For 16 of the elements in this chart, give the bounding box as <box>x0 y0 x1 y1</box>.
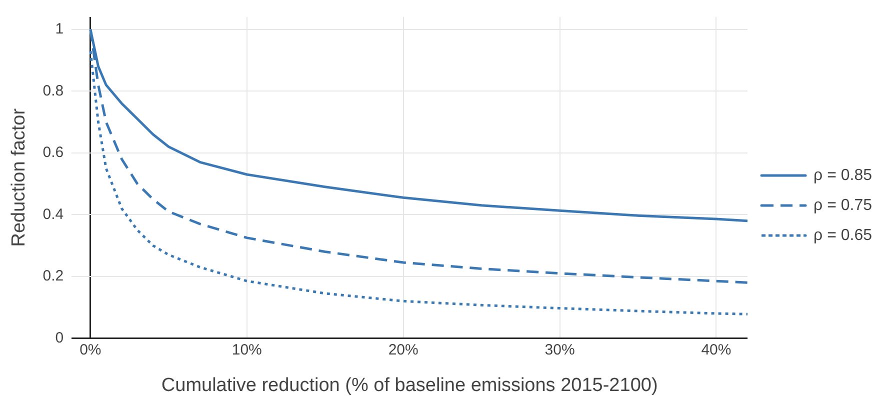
x-tick-label: 0% <box>80 341 102 358</box>
x-tick-label: 30% <box>544 341 575 358</box>
y-tick-label: 0.2 <box>42 268 64 285</box>
y-tick-label: 1 <box>55 20 64 38</box>
x-tick-label: 20% <box>388 341 418 358</box>
legend-label: ρ = 0.85 <box>814 166 872 184</box>
x-tick-label: 10% <box>232 341 262 358</box>
x-axis-title: Cumulative reduction (% of baseline emissions 2015-2100) <box>161 374 658 396</box>
y-axis-title: Reduction factor <box>8 108 30 247</box>
y-tick-label: 0 <box>55 329 64 346</box>
legend-label: ρ = 0.75 <box>814 196 872 214</box>
y-tick-label: 0.4 <box>42 206 64 223</box>
y-tick-label: 0.6 <box>42 144 64 162</box>
y-tick-label: 0.8 <box>42 82 64 100</box>
legend-label: ρ = 0.65 <box>814 226 872 244</box>
x-tick-label: 40% <box>701 341 732 358</box>
